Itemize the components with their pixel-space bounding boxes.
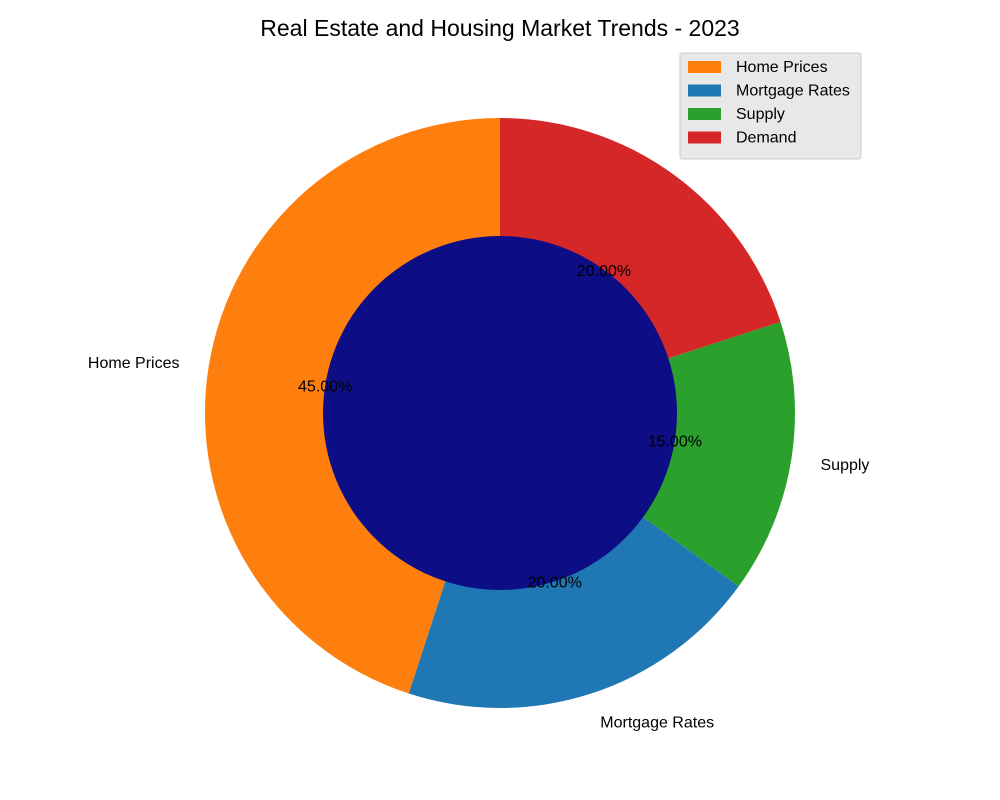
pct-label-supply: 15.00%	[648, 434, 702, 451]
slice-label-home-prices: Home Prices	[88, 355, 180, 372]
legend-swatch-mortgage-rates	[688, 84, 721, 97]
legend-label-demand: Demand	[736, 130, 796, 147]
pct-label-demand: 20.00%	[577, 263, 631, 280]
legend-swatch-home-prices	[688, 61, 721, 73]
legend-box	[679, 52, 862, 160]
legend-label-home-prices: Home Prices	[736, 59, 828, 76]
pct-label-home-prices: 45.00%	[298, 378, 352, 395]
legend-swatch-supply	[688, 108, 721, 120]
legend-label-supply: Supply	[736, 106, 785, 123]
legend-swatch-demand	[688, 131, 721, 144]
slice-label-mortgage-rates: Mortgage Rates	[600, 715, 714, 732]
slice-label-supply: Supply	[821, 457, 870, 474]
chart-title: Real Estate and Housing Market Trends - …	[260, 15, 739, 41]
percentage-labels: 45.00% 20.00% 15.00% 20.00%	[298, 263, 702, 592]
legend: Home Prices Mortgage Rates Supply Demand	[679, 52, 862, 160]
pct-label-mortgage-rates: 20.00%	[528, 574, 582, 591]
donut-center	[323, 236, 677, 590]
legend-label-mortgage-rates: Mortgage Rates	[736, 83, 850, 100]
